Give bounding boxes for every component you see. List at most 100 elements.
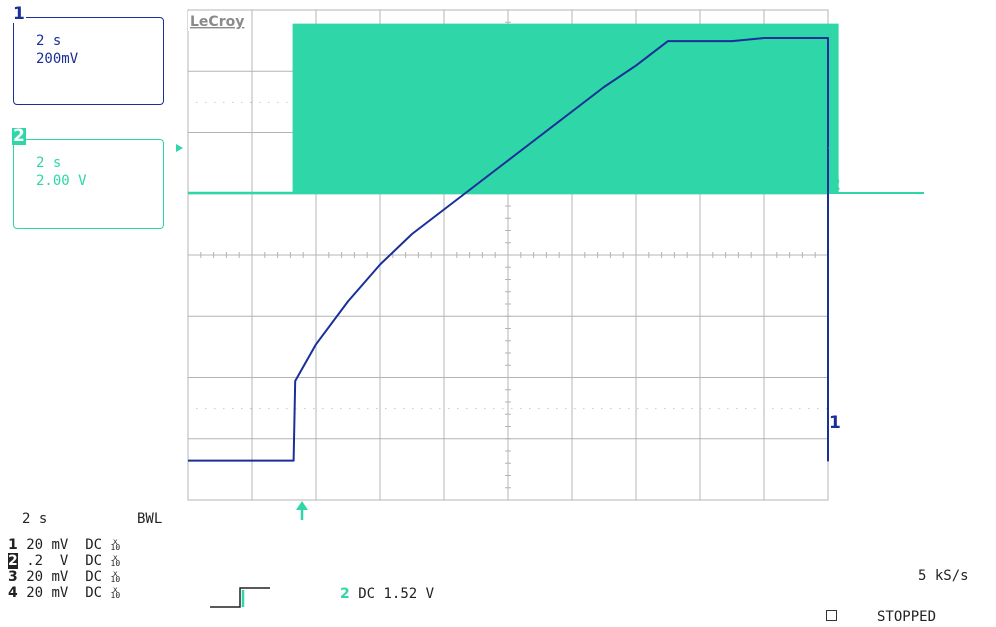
- grid-dot: [196, 101, 198, 103]
- grid-dot: [358, 408, 360, 410]
- grid-dot: [772, 408, 774, 410]
- grid-dot: [781, 408, 783, 410]
- channel-2-readout[interactable]: 2 2 s 2.00 V: [12, 128, 164, 229]
- channel-2-layer: [188, 23, 924, 195]
- grid-dot: [268, 408, 270, 410]
- grid-dot: [556, 408, 558, 410]
- channel-row-3[interactable]: 3 20 mV DC x 10: [8, 569, 121, 585]
- grid-dot: [439, 408, 441, 410]
- grid-dot: [799, 408, 801, 410]
- grid-dot: [295, 408, 297, 410]
- grid-dot: [241, 408, 243, 410]
- grid-dot: [457, 408, 459, 410]
- grid-dot: [817, 408, 819, 410]
- grid-dot: [736, 408, 738, 410]
- atten-icon: x 10: [110, 537, 121, 552]
- atten-icon: x 10: [110, 553, 121, 568]
- channel-2-number: 2: [12, 126, 26, 146]
- channel-1-readout[interactable]: 1 2 s 200mV: [12, 6, 164, 105]
- grid-dot: [430, 408, 432, 410]
- channel-1-number: 1: [12, 4, 26, 24]
- grid-dot: [259, 408, 261, 410]
- grid-dot: [367, 408, 369, 410]
- grid-dot: [232, 408, 234, 410]
- trigger-position-arrow: [296, 501, 308, 520]
- grid-dot: [223, 101, 225, 103]
- grid-dot: [574, 408, 576, 410]
- bottom-timebase: 2 s: [22, 511, 48, 527]
- grid-dot: [655, 408, 657, 410]
- grid-dot: [610, 408, 612, 410]
- brand-label-bg: [188, 11, 248, 31]
- grid-dot: [448, 408, 450, 410]
- grid-dot: [205, 408, 207, 410]
- grid-dot: [790, 408, 792, 410]
- grid-dot: [592, 408, 594, 410]
- grid-dot: [727, 408, 729, 410]
- grid-dot: [637, 408, 639, 410]
- grid-dot: [412, 408, 414, 410]
- grid-dot: [340, 408, 342, 410]
- ch1-trace-label: 1: [829, 413, 841, 433]
- grid-dot: [331, 408, 333, 410]
- channel-2-trace: [188, 23, 924, 194]
- grid-dot: [349, 408, 351, 410]
- grid-dot: [745, 408, 747, 410]
- ch2-offset-marker-left: [176, 144, 183, 152]
- trigger-edge-icon: [210, 587, 270, 608]
- grid-dot: [277, 408, 279, 410]
- grid-dot: [700, 408, 702, 410]
- grid-dot: [286, 101, 288, 103]
- channel-1-trace: [188, 37, 829, 462]
- grid-dot: [241, 101, 243, 103]
- atten-icon: x 10: [110, 585, 121, 600]
- channel-row-1[interactable]: 1 20 mV DC x 10: [8, 537, 121, 553]
- bwl-label: BWL: [137, 511, 163, 527]
- grid-dot: [268, 101, 270, 103]
- trigger-readout[interactable]: 2 DC 1.52 V: [340, 586, 435, 602]
- channel-settings-list: 1 20 mV DC x 10 2 .2 V DC x 10 3 20 mV DC …: [8, 537, 120, 601]
- grid-dot: [691, 408, 693, 410]
- channel-2-timebase: 2 s: [36, 155, 62, 171]
- grid-dot: [565, 408, 567, 410]
- channel-row-4[interactable]: 4 20 mV DC x 10: [8, 585, 121, 601]
- grid-dot: [313, 408, 315, 410]
- grid-dot: [754, 408, 756, 410]
- grid-dot: [628, 408, 630, 410]
- grid-dot: [385, 408, 387, 410]
- grid-dot: [376, 408, 378, 410]
- acquisition-status: STOPPED: [877, 609, 937, 625]
- grid-dot: [538, 408, 540, 410]
- grid-dot: [466, 408, 468, 410]
- grid-dot: [529, 408, 531, 410]
- grid-dot: [619, 408, 621, 410]
- grid-dot: [826, 408, 828, 410]
- grid-dot: [808, 408, 810, 410]
- grid-dot: [250, 408, 252, 410]
- grid-dot: [709, 408, 711, 410]
- grid-dot: [601, 408, 603, 410]
- grid-dot: [286, 408, 288, 410]
- grid-dot: [547, 408, 549, 410]
- channel-1-timebase: 2 s: [36, 33, 62, 49]
- grid-dot: [664, 408, 666, 410]
- grid-dot: [250, 101, 252, 103]
- grid-dot: [520, 408, 522, 410]
- grid-dot: [214, 101, 216, 103]
- ch2-offset-marker-right: [828, 144, 835, 152]
- grid-dot: [718, 408, 720, 410]
- grid-dot: [223, 408, 225, 410]
- status-checkbox[interactable]: [826, 610, 837, 621]
- grid-dot: [214, 408, 216, 410]
- ch2-trace-label: 2: [829, 175, 841, 195]
- grid-dot: [232, 101, 234, 103]
- grid-dot: [205, 101, 207, 103]
- grid-dot: [322, 408, 324, 410]
- channel-1-layer: [188, 37, 829, 462]
- channel-row-2[interactable]: 2 .2 V DC x 10: [8, 553, 121, 569]
- brand-label: LeCroy: [190, 14, 244, 30]
- channel-1-scale: 200mV: [36, 51, 79, 67]
- grid-dot: [421, 408, 423, 410]
- grid-dot: [493, 408, 495, 410]
